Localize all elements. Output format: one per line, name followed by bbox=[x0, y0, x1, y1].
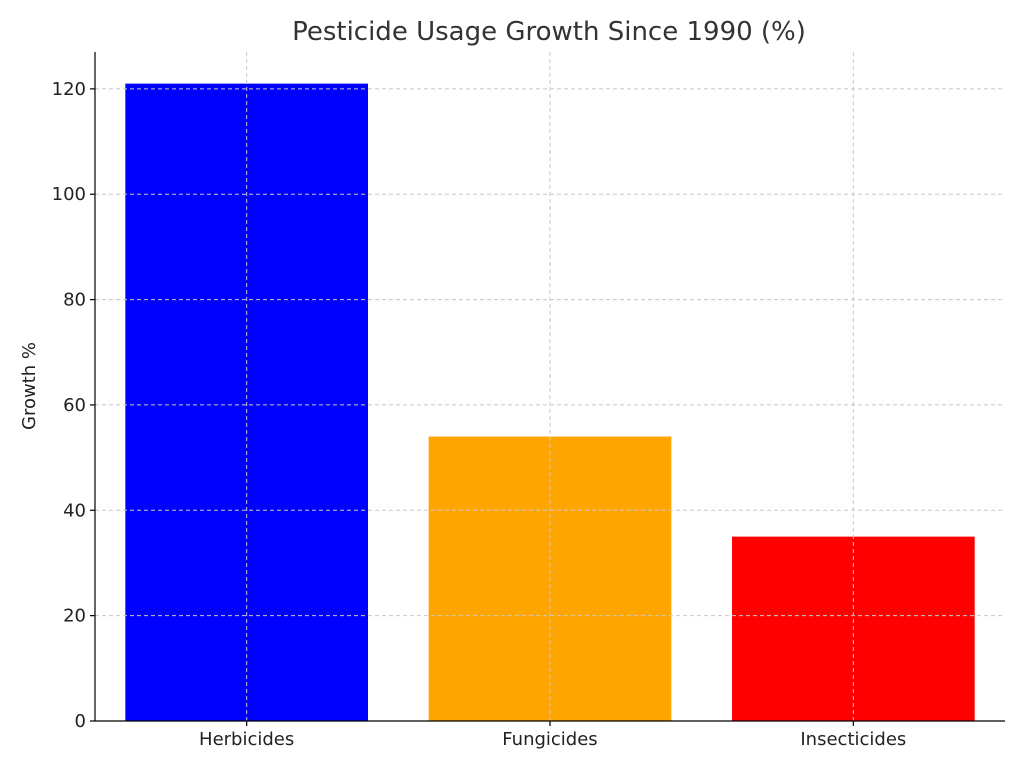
chart-title: Pesticide Usage Growth Since 1990 (%) bbox=[292, 17, 806, 47]
x-tick-label: Insecticides bbox=[800, 729, 906, 750]
y-tick-label: 40 bbox=[63, 500, 86, 521]
axes bbox=[90, 52, 1005, 726]
grid-lines bbox=[95, 52, 1005, 721]
y-tick-label: 80 bbox=[63, 290, 86, 311]
x-tick-label: Herbicides bbox=[199, 729, 294, 750]
y-axis-label: Growth % bbox=[19, 342, 40, 430]
x-tick-label: Fungicides bbox=[502, 729, 597, 750]
y-tick-label: 100 bbox=[52, 184, 86, 205]
y-tick-label: 120 bbox=[52, 79, 86, 100]
y-tick-label: 0 bbox=[75, 711, 86, 732]
y-tick-label: 20 bbox=[63, 606, 86, 627]
tick-labels: 0 20 40 60 80 100 120 Herbicides Fungicides Insec… bbox=[52, 79, 907, 750]
y-tick-label: 60 bbox=[63, 395, 86, 416]
